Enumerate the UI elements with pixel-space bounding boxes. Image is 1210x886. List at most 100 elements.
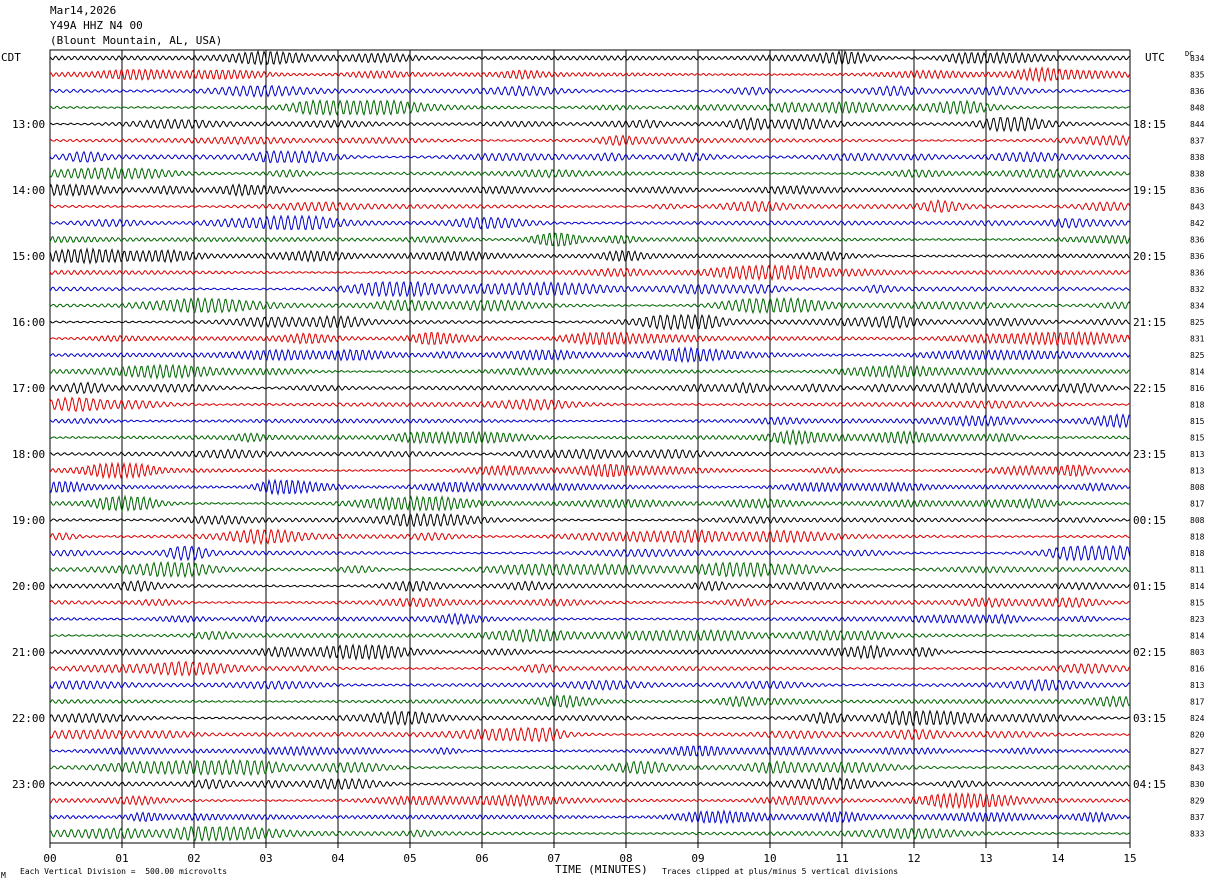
dc-offset-label: 831 xyxy=(1190,335,1205,344)
seismic-trace xyxy=(49,214,1131,231)
utc-hour-label: 20:15 xyxy=(1133,250,1166,263)
dc-offset-label: 838 xyxy=(1190,170,1205,179)
x-tick-label: 04 xyxy=(331,852,345,865)
x-tick-label: 05 xyxy=(403,852,416,865)
dc-offset-label: 824 xyxy=(1190,714,1205,723)
seismic-trace xyxy=(49,528,1131,546)
dc-offset-label: 811 xyxy=(1190,566,1205,575)
axis-labels: 00 01 02 03 04 05 06 07 08 09 10 11 12 13 14 15 834 835 83… xyxy=(1,50,1205,865)
seismic-trace xyxy=(49,232,1131,247)
seismic-trace xyxy=(49,396,1131,413)
seismic-trace xyxy=(49,643,1131,661)
seismic-trace xyxy=(50,494,1131,513)
cdt-hour-label: 13:00 xyxy=(12,118,45,131)
dc-offset-label: 823 xyxy=(1190,615,1205,624)
seismic-trace xyxy=(49,544,1131,562)
seismic-trace xyxy=(49,296,1131,315)
header-station: Y49A HHZ N4 00 xyxy=(50,19,143,32)
seismic-trace xyxy=(49,512,1131,528)
dc-offset-label: 818 xyxy=(1190,549,1205,558)
dc-offset-label: 830 xyxy=(1190,780,1205,789)
dc-offset-label: 843 xyxy=(1190,203,1205,212)
dc-offset-label: 813 xyxy=(1190,450,1205,459)
seismic-trace xyxy=(49,461,1131,480)
seismic-trace xyxy=(49,84,1131,98)
utc-hour-label: 03:15 xyxy=(1133,712,1166,725)
utc-hour-label: 21:15 xyxy=(1133,316,1166,329)
x-tick-label: 09 xyxy=(691,852,704,865)
dc-offset-label: 820 xyxy=(1190,731,1205,740)
x-tick-label: 03 xyxy=(259,852,272,865)
dc-offset-label: 816 xyxy=(1190,384,1205,393)
cdt-hour-label: 23:00 xyxy=(12,778,45,791)
cdt-hour-label: 16:00 xyxy=(12,316,45,329)
dc-offset-label: 832 xyxy=(1190,285,1205,294)
dc-offset-label: 837 xyxy=(1190,137,1205,146)
dc-offset-label: 808 xyxy=(1190,516,1205,525)
clip-note: Traces clipped at plus/minus 5 vertical … xyxy=(662,867,899,876)
scale-note: Each Vertical Division = 500.00 microvol… xyxy=(20,867,228,876)
seismic-trace xyxy=(49,98,1131,117)
cdt-hour-label: 21:00 xyxy=(12,646,45,659)
seismic-trace xyxy=(49,66,1131,83)
seismic-trace xyxy=(49,183,1131,198)
dc-header-label: DC xyxy=(1185,50,1193,58)
dc-offset-label: 844 xyxy=(1190,120,1205,129)
cdt-hour-label: 18:00 xyxy=(12,448,45,461)
dc-offset-label: 836 xyxy=(1190,186,1205,195)
dc-offset-label: 838 xyxy=(1190,153,1205,162)
utc-hour-label: 04:15 xyxy=(1133,778,1166,791)
dc-offset-label: 825 xyxy=(1190,318,1205,327)
seismic-trace xyxy=(49,660,1131,677)
dc-offset-label: 848 xyxy=(1190,104,1205,113)
seismic-trace xyxy=(49,791,1131,810)
seismic-trace xyxy=(49,166,1131,181)
dc-offset-label: 815 xyxy=(1190,599,1205,608)
dc-offset-label: 827 xyxy=(1190,747,1205,756)
seismic-trace xyxy=(49,149,1131,164)
seismic-trace xyxy=(49,381,1131,395)
x-tick-label: 08 xyxy=(619,852,632,865)
seismic-trace xyxy=(49,346,1131,364)
seismic-trace xyxy=(49,134,1131,147)
seismic-trace xyxy=(49,745,1131,757)
seismic-trace xyxy=(49,809,1131,825)
x-tick-label: 10 xyxy=(763,852,776,865)
utc-hour-label: 23:15 xyxy=(1133,448,1166,461)
seismic-trace xyxy=(49,726,1131,743)
dc-offset-label: 836 xyxy=(1190,236,1205,245)
seismic-trace xyxy=(49,628,1131,643)
cdt-hour-label: 17:00 xyxy=(12,382,45,395)
cdt-hour-label: 22:00 xyxy=(12,712,45,725)
dc-offset-label: 836 xyxy=(1190,269,1205,278)
header-date: Mar14,2026 xyxy=(50,4,117,17)
seismic-trace xyxy=(49,478,1131,496)
dc-offset-label: 815 xyxy=(1190,434,1205,443)
dc-offset-label: 825 xyxy=(1190,351,1205,360)
dc-offset-label: 837 xyxy=(1190,813,1205,822)
dc-offset-label: 833 xyxy=(1190,830,1205,839)
seismic-trace xyxy=(49,448,1131,460)
dc-offset-label: 843 xyxy=(1190,764,1205,773)
header-location: (Blount Mountain, AL, USA) xyxy=(50,34,223,47)
dc-offset-label: 842 xyxy=(1190,219,1205,228)
dc-offset-label: 814 xyxy=(1190,632,1205,641)
dc-offset-label: 835 xyxy=(1190,71,1205,80)
seismic-trace xyxy=(49,776,1131,791)
utc-hour-label: 02:15 xyxy=(1133,646,1166,659)
minute-gridlines xyxy=(49,49,1131,848)
x-tick-label: 13 xyxy=(979,852,992,865)
seismic-trace xyxy=(49,330,1131,346)
dc-offset-label: 813 xyxy=(1190,681,1205,690)
seismic-trace xyxy=(49,709,1131,727)
cdt-hour-label: 20:00 xyxy=(12,580,45,593)
utc-hour-label: 19:15 xyxy=(1133,184,1166,197)
seismic-trace xyxy=(49,363,1131,380)
seismic-trace xyxy=(49,49,1131,66)
dc-offset-label: 836 xyxy=(1190,252,1205,261)
cdt-hour-label: 19:00 xyxy=(12,514,45,527)
cdt-label: CDT xyxy=(1,51,21,64)
cdt-hour-label: 14:00 xyxy=(12,184,45,197)
utc-hour-label: 18:15 xyxy=(1133,118,1166,131)
